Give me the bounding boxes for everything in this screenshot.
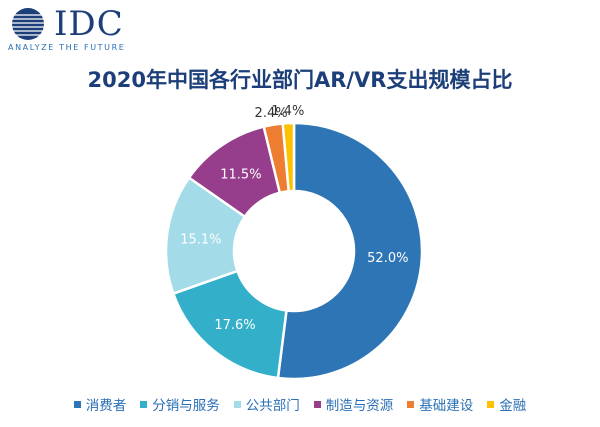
- brand-tagline: ANALYZE THE FUTURE: [8, 43, 126, 52]
- legend-item: 消费者: [73, 394, 127, 414]
- legend-swatch: [233, 400, 241, 408]
- slice-label: 17.6%: [214, 318, 255, 333]
- globe-logo-icon: [12, 8, 44, 40]
- slice-label: 52.0%: [367, 251, 408, 266]
- brand-wordmark: IDC: [54, 4, 124, 44]
- chart-legend: 消费者 分销与服务 公共部门 制造与资源 基础建设 金融: [0, 394, 600, 414]
- legend-item: 分销与服务: [140, 394, 220, 414]
- slice-label: 11.5%: [220, 167, 261, 182]
- legend-label: 分销与服务: [152, 398, 220, 414]
- chart-title: 2020年中国各行业部门AR/VR支出规模占比: [87, 68, 513, 92]
- slice-label: 1.4%: [271, 104, 304, 119]
- legend-item: 基础建设: [407, 394, 473, 414]
- legend-swatch: [407, 400, 415, 408]
- donut-chart: 52.0% 17.6% 15.1% 11.5% 2.4%1.4%: [164, 104, 424, 381]
- legend-swatch: [73, 400, 81, 408]
- legend-swatch: [487, 400, 495, 408]
- legend-label: 消费者: [85, 398, 127, 414]
- legend-label: 金融: [499, 398, 527, 414]
- donut-slice: [276, 121, 424, 381]
- slice-label: 15.1%: [180, 232, 221, 247]
- slice-label: 2.4%: [255, 106, 288, 121]
- legend-label: 制造与资源: [325, 398, 394, 414]
- legend-swatch: [313, 400, 321, 408]
- legend-item: 公共部门: [233, 394, 300, 414]
- legend-item: 金融: [487, 394, 526, 414]
- legend-item: 制造与资源: [313, 394, 394, 414]
- legend-label: 基础建设: [419, 398, 474, 414]
- donut-slice: [171, 269, 288, 380]
- legend-label: 公共部门: [245, 398, 300, 414]
- legend-swatch: [140, 400, 148, 408]
- donut-slice: [281, 121, 296, 193]
- idc-logo: IDC ANALYZE THE FUTURE: [8, 4, 148, 52]
